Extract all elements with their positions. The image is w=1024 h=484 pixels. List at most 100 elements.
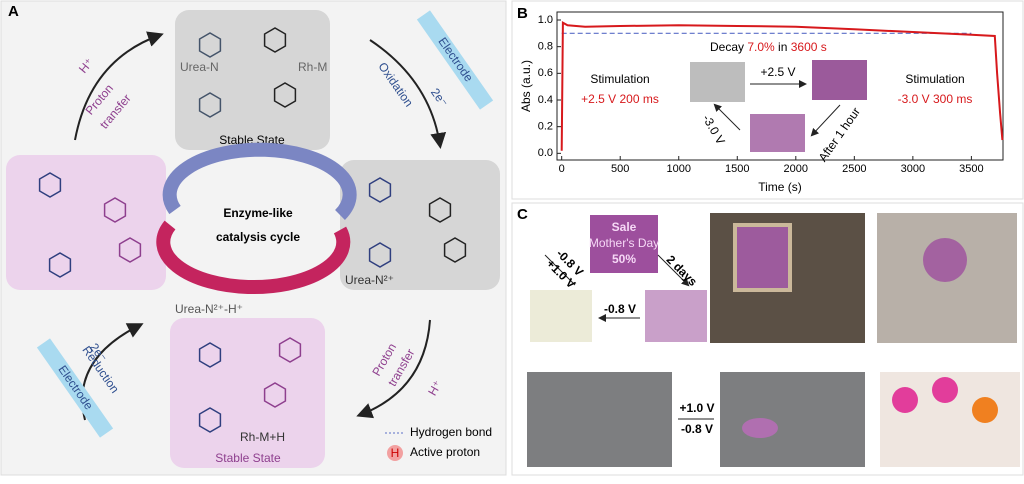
ring <box>428 197 452 223</box>
data-line <box>560 20 1004 151</box>
inset-arrow <box>713 103 741 131</box>
voltage: +1.0 V <box>679 401 714 415</box>
voltage: -0.8 V <box>681 422 713 436</box>
annotation: -3.0 V 300 ms <box>898 92 973 106</box>
y-tick-label: 0.2 <box>538 121 553 133</box>
ring <box>198 407 222 433</box>
panel-b: B Abs (a.u.) Time (s) Stimulation +2.5 V… <box>511 0 1024 200</box>
panel-label: C <box>517 206 528 223</box>
ring <box>198 32 222 58</box>
ion: H⁺ <box>425 378 445 398</box>
photo-pattern <box>923 238 967 282</box>
annotation-part: Decay <box>710 40 747 54</box>
y-tick-label: 0.8 <box>538 41 553 53</box>
legend-label: Hydrogen bond <box>410 425 492 439</box>
ring <box>48 252 72 278</box>
photo-pattern <box>972 397 998 423</box>
group-label: Rh-M <box>298 60 327 74</box>
panel-label: A <box>8 3 19 20</box>
cycle-arrow <box>156 220 351 295</box>
plot: 0.0 0.2 0.4 0.6 0.8 1.0 0 500 1000 1500 2000 2500 30… <box>538 14 1004 175</box>
ring <box>198 342 222 368</box>
y-tick-label: 0.6 <box>538 67 553 79</box>
photo-glasses <box>527 372 672 467</box>
annotation-part: in <box>775 40 791 54</box>
photo-pattern <box>892 387 918 413</box>
y-tick-label: 1.0 <box>538 14 553 26</box>
cycle-arrow <box>162 142 357 220</box>
x-tick-label: 3500 <box>959 163 983 175</box>
annotation: Stimulation <box>590 72 649 86</box>
ring <box>273 82 297 108</box>
ring <box>198 92 222 118</box>
inset-photo <box>690 62 745 102</box>
x-tick-label: 3000 <box>901 163 925 175</box>
step-arrow <box>369 39 447 149</box>
ring <box>103 197 127 223</box>
photo-glasses <box>720 372 865 467</box>
x-tick-label: 1000 <box>667 163 691 175</box>
photo-frame <box>733 223 792 292</box>
y-tick-label: 0.0 <box>538 147 553 159</box>
x-axis-label: Time (s) <box>758 180 802 194</box>
ring <box>263 382 287 408</box>
ring <box>38 172 62 198</box>
x-tick-label: 1500 <box>725 163 749 175</box>
x-tick-label: 2000 <box>784 163 808 175</box>
x-tick-label: 0 <box>559 163 565 175</box>
ring <box>368 242 392 268</box>
state-box <box>175 10 330 150</box>
photo-pattern <box>742 418 778 438</box>
sign-text: Sale <box>612 220 637 234</box>
annotation: +2.5 V <box>760 65 795 79</box>
group-label: Urea-N²⁺ <box>345 273 394 287</box>
inset-photo <box>812 60 867 100</box>
group-label: Rh-M+H <box>240 430 285 444</box>
arrow <box>657 254 690 287</box>
ring <box>278 337 302 363</box>
sign-text: 50% <box>612 252 636 266</box>
voltage: -0.8 V <box>604 302 636 316</box>
panel-c: C Sale Mother's Day 50% +1.0 V -0.8 V 2 … <box>511 202 1024 476</box>
step-arrow <box>74 31 164 141</box>
legend-swatch <box>387 445 403 461</box>
state-label: Stable State <box>215 451 281 465</box>
step-arrow <box>356 319 431 419</box>
arrow <box>544 254 576 286</box>
cycle-label: Enzyme-like <box>223 206 293 220</box>
legend-label: Active proton <box>410 445 480 459</box>
ring <box>118 237 142 263</box>
ring <box>443 237 467 263</box>
sign-text: Mother's Day <box>589 236 659 250</box>
y-axis-label: Abs (a.u.) <box>519 60 533 112</box>
ring <box>263 27 287 53</box>
x-tick-label: 500 <box>611 163 629 175</box>
electrode <box>36 338 114 438</box>
state-box <box>6 155 166 290</box>
photo-blank <box>530 290 592 342</box>
annotation-part: 3600 s <box>791 40 827 54</box>
inset-photo <box>750 114 805 152</box>
annotation-part: 7.0% <box>747 40 775 54</box>
panel-a: A Stable State Urea-N Rh-M Urea-N²⁺ Urea… <box>0 0 507 476</box>
y-tick-label: 0.4 <box>538 94 553 106</box>
annotation: Stimulation <box>905 72 964 86</box>
ring <box>368 177 392 203</box>
panel-label: B <box>517 5 528 22</box>
state-box <box>340 160 500 290</box>
inset-arrow <box>810 104 841 137</box>
proton-symbol: H <box>391 446 400 460</box>
group-label: Urea-N <box>180 60 219 74</box>
annotation: Decay 7.0% in 3600 s <box>710 40 827 54</box>
group-label: Urea-N²⁺-H⁺ <box>175 302 243 316</box>
cycle-label: catalysis cycle <box>216 230 300 244</box>
electrode <box>416 10 494 110</box>
plot-frame <box>556 11 1004 161</box>
molecules <box>38 27 467 433</box>
photo-sign <box>590 215 658 273</box>
photo-faded <box>645 290 707 342</box>
state-box <box>170 318 325 468</box>
photo-pattern <box>932 377 958 403</box>
x-tick-label: 2500 <box>842 163 866 175</box>
